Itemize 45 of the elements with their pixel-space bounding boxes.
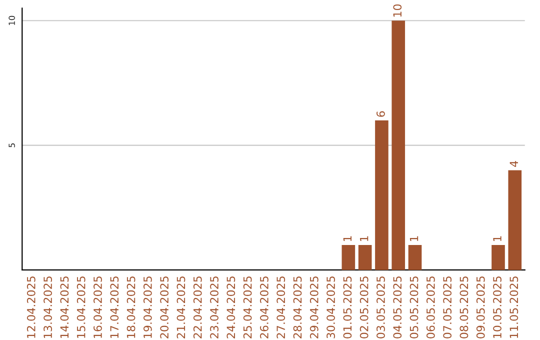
x-tick-label: 20.04.2025 (160, 276, 169, 338)
x-tick-label: 10.05.2025 (493, 276, 502, 338)
x-tick-label: 19.04.2025 (143, 276, 152, 338)
data-label: 1 (493, 236, 502, 242)
x-tick-label: 28.04.2025 (293, 276, 302, 338)
x-tick-label: 30.04.2025 (326, 276, 335, 338)
bar (508, 170, 522, 270)
x-tick-label: 21.04.2025 (176, 276, 186, 338)
x-tick-label: 25.04.2025 (243, 276, 252, 338)
data-label: 6 (376, 111, 385, 117)
x-tick-label: 18.04.2025 (126, 276, 136, 338)
x-tick-label: 09.05.2025 (476, 276, 485, 338)
x-tick-label: 03.05.2025 (376, 276, 385, 338)
x-tick-label: 11.05.2025 (510, 276, 518, 338)
bar (492, 245, 505, 270)
data-label: 1 (410, 236, 418, 242)
x-tick-label: 23.04.2025 (210, 276, 218, 338)
bar (392, 20, 406, 270)
x-tick-label: 01.05.2025 (343, 276, 352, 338)
x-tick-label: 15.04.2025 (76, 276, 86, 338)
x-tick-label: 24.04.2025 (226, 276, 236, 338)
x-tick-label: 16.04.2025 (94, 276, 102, 338)
x-tick-label: 26.04.2025 (260, 276, 268, 338)
x-tick-label: 12.04.2025 (26, 276, 36, 338)
bar (342, 245, 356, 270)
x-tick-label: 05.05.2025 (410, 276, 418, 338)
x-tick-label: 04.05.2025 (393, 276, 402, 338)
bar (408, 245, 422, 270)
data-label: 4 (510, 161, 518, 167)
bar (375, 120, 388, 270)
x-tick-label: 13.04.2025 (44, 276, 52, 338)
x-tick-label: 17.04.2025 (110, 276, 119, 338)
x-tick-label: 08.05.2025 (460, 276, 468, 338)
y-tick-label: 5 (8, 143, 15, 148)
x-tick-label: 27.04.2025 (276, 276, 286, 338)
x-tick-label: 29.04.2025 (310, 276, 318, 338)
data-label: 1 (343, 236, 352, 242)
x-tick-label: 06.05.2025 (426, 276, 435, 338)
x-tick-label: 02.05.2025 (360, 276, 368, 338)
bar (358, 245, 372, 270)
data-label: 1 (360, 236, 368, 242)
x-tick-label: 14.04.2025 (60, 276, 69, 338)
data-label: 10 (393, 4, 402, 17)
x-tick-label: 22.04.2025 (193, 276, 202, 338)
x-tick-label: 07.05.2025 (443, 276, 452, 338)
